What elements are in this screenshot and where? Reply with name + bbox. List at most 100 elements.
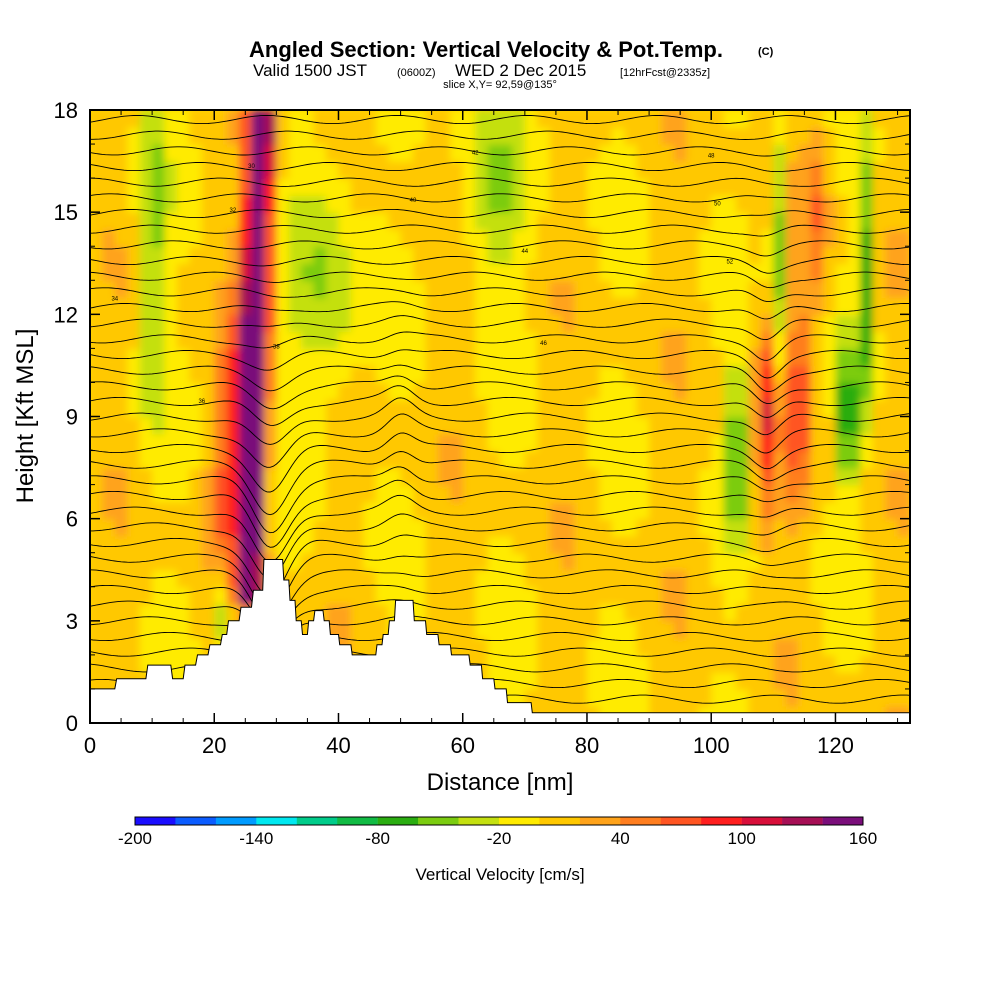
field-cell	[189, 484, 203, 503]
field-cell	[214, 127, 228, 145]
field-cell	[500, 637, 514, 656]
field-cell	[574, 365, 588, 384]
field-cell	[823, 654, 837, 673]
field-cell	[611, 348, 625, 367]
field-cell	[524, 263, 538, 282]
field-cell	[823, 382, 837, 401]
field-cell	[723, 348, 737, 367]
field-cell	[698, 603, 712, 622]
field-cell	[611, 552, 625, 571]
field-cell	[400, 535, 414, 554]
field-cell	[512, 467, 526, 486]
field-cell	[537, 671, 551, 690]
field-cell	[214, 212, 228, 230]
field-cell	[686, 280, 700, 299]
field-cell	[251, 263, 265, 282]
field-cell	[599, 127, 613, 145]
field-cell	[760, 178, 775, 196]
field-cell	[698, 314, 712, 333]
field-cell	[897, 246, 910, 264]
field-cell	[251, 280, 265, 299]
field-cell	[661, 314, 675, 333]
field-cell	[263, 450, 278, 469]
field-cell	[562, 535, 576, 554]
field-cell	[425, 399, 439, 418]
field-cell	[301, 195, 315, 213]
field-cell	[177, 263, 191, 282]
field-cell	[201, 280, 215, 299]
field-cell	[860, 382, 874, 401]
field-cell	[164, 637, 178, 656]
field-cell	[214, 501, 228, 520]
field-cell	[214, 450, 228, 469]
field-cell	[214, 195, 228, 213]
field-cell	[152, 212, 166, 230]
field-cell	[549, 467, 563, 486]
field-cell	[785, 314, 799, 333]
field-cell	[437, 365, 452, 384]
field-cell	[437, 348, 452, 367]
field-cell	[288, 518, 302, 537]
field-cell	[375, 433, 389, 452]
field-cell	[127, 552, 141, 571]
field-cell	[698, 535, 712, 554]
field-cell	[512, 671, 526, 690]
field-cell	[487, 331, 501, 350]
colorbar-swatch	[215, 817, 257, 825]
field-cell	[872, 637, 886, 656]
field-cell	[512, 603, 526, 622]
field-cell	[798, 212, 812, 230]
field-cell	[624, 637, 638, 656]
field-cell	[301, 501, 315, 520]
field-cell	[500, 297, 514, 316]
field-cell	[139, 127, 153, 145]
field-cell	[338, 535, 352, 554]
field-cell	[226, 433, 240, 452]
field-cell	[177, 195, 191, 213]
field-cell	[798, 263, 812, 282]
field-cell	[810, 365, 824, 384]
field-cell	[500, 246, 514, 264]
field-cell	[239, 518, 253, 537]
field-cell	[388, 127, 402, 145]
field-cell	[810, 263, 824, 282]
field-cell	[189, 416, 203, 435]
field-cell	[673, 127, 688, 145]
field-cell	[661, 127, 675, 145]
field-cell	[338, 382, 352, 401]
field-cell	[152, 535, 166, 554]
field-cell	[450, 552, 464, 571]
field-cell	[624, 416, 638, 435]
field-cell	[114, 382, 128, 401]
field-cell	[810, 195, 824, 213]
field-cell	[201, 195, 215, 213]
field-cell	[885, 688, 899, 707]
field-cell	[338, 110, 352, 128]
field-cell	[798, 450, 812, 469]
field-cell	[698, 348, 712, 367]
field-cell	[251, 212, 265, 230]
field-cell	[860, 144, 874, 162]
field-cell	[177, 297, 191, 316]
field-cell	[450, 501, 464, 520]
field-cell	[500, 178, 514, 196]
field-cell	[636, 212, 650, 230]
field-cell	[114, 399, 128, 418]
field-cell	[400, 110, 414, 128]
field-cell	[301, 603, 315, 622]
field-cell	[897, 450, 910, 469]
field-cell	[189, 501, 203, 520]
field-cell	[313, 467, 327, 486]
field-cell	[363, 144, 377, 162]
field-cell	[388, 280, 402, 299]
field-cell	[201, 569, 215, 588]
field-cell	[649, 246, 663, 264]
field-cell	[847, 433, 862, 452]
field-cell	[897, 620, 910, 639]
field-cell	[599, 518, 613, 537]
field-cell	[673, 501, 688, 520]
colorbar-swatch	[579, 817, 621, 825]
field-cell	[313, 450, 327, 469]
field-cell	[835, 212, 849, 230]
